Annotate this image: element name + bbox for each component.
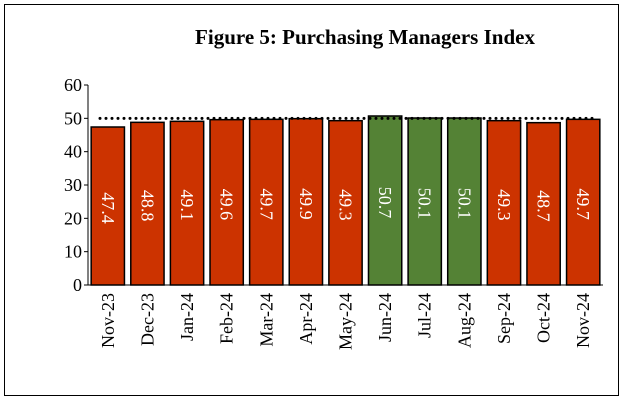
y-tick-label: 20 (64, 208, 82, 228)
bar (565, 118, 601, 286)
data-label: 49.7 (573, 188, 593, 220)
data-label: 50.1 (415, 188, 435, 220)
y-tick-label: 50 (64, 108, 82, 128)
x-tick-label: Mar-24 (256, 293, 276, 347)
data-label: 49.1 (177, 189, 197, 221)
data-label: 49.9 (296, 188, 316, 220)
bar (288, 117, 324, 286)
bar (130, 121, 165, 286)
x-tick-label: May-24 (336, 293, 356, 350)
bar (248, 118, 284, 286)
x-tick-label: Aug-24 (454, 293, 474, 348)
y-tick-label: 10 (64, 242, 82, 262)
x-tick-label: Nov-23 (98, 293, 118, 348)
data-label: 49.3 (336, 189, 356, 221)
data-label: 48.8 (137, 190, 157, 222)
data-label: 47.4 (98, 192, 118, 224)
data-label: 50.1 (454, 188, 474, 220)
x-tick-label: Jan-24 (177, 293, 197, 341)
bar (446, 117, 482, 286)
y-tick-label: 30 (64, 175, 82, 195)
chart-title: Figure 5: Purchasing Managers Index (195, 25, 535, 49)
bar (407, 117, 443, 286)
data-label: 49.3 (494, 189, 514, 221)
x-tick-label: Feb-24 (217, 293, 237, 344)
x-tick-label: Apr-24 (296, 293, 316, 345)
x-tick-label: Sep-24 (494, 293, 514, 344)
bar (328, 119, 363, 286)
bar (209, 118, 245, 286)
y-tick-label: 0 (73, 275, 82, 295)
x-tick-label: Nov-24 (573, 293, 593, 348)
x-tick-label: Jun-24 (375, 293, 395, 342)
data-label: 50.7 (375, 187, 395, 219)
x-tick-label: Jul-24 (415, 293, 435, 338)
data-label: 49.6 (217, 189, 237, 221)
data-label: 48.7 (534, 190, 554, 222)
data-label: 49.7 (256, 188, 276, 220)
x-tick-label: Oct-24 (534, 293, 554, 343)
y-tick-label: 60 (64, 75, 82, 95)
x-tick-label: Dec-23 (137, 293, 157, 346)
bar (169, 120, 205, 286)
y-tick-label: 40 (64, 142, 82, 162)
